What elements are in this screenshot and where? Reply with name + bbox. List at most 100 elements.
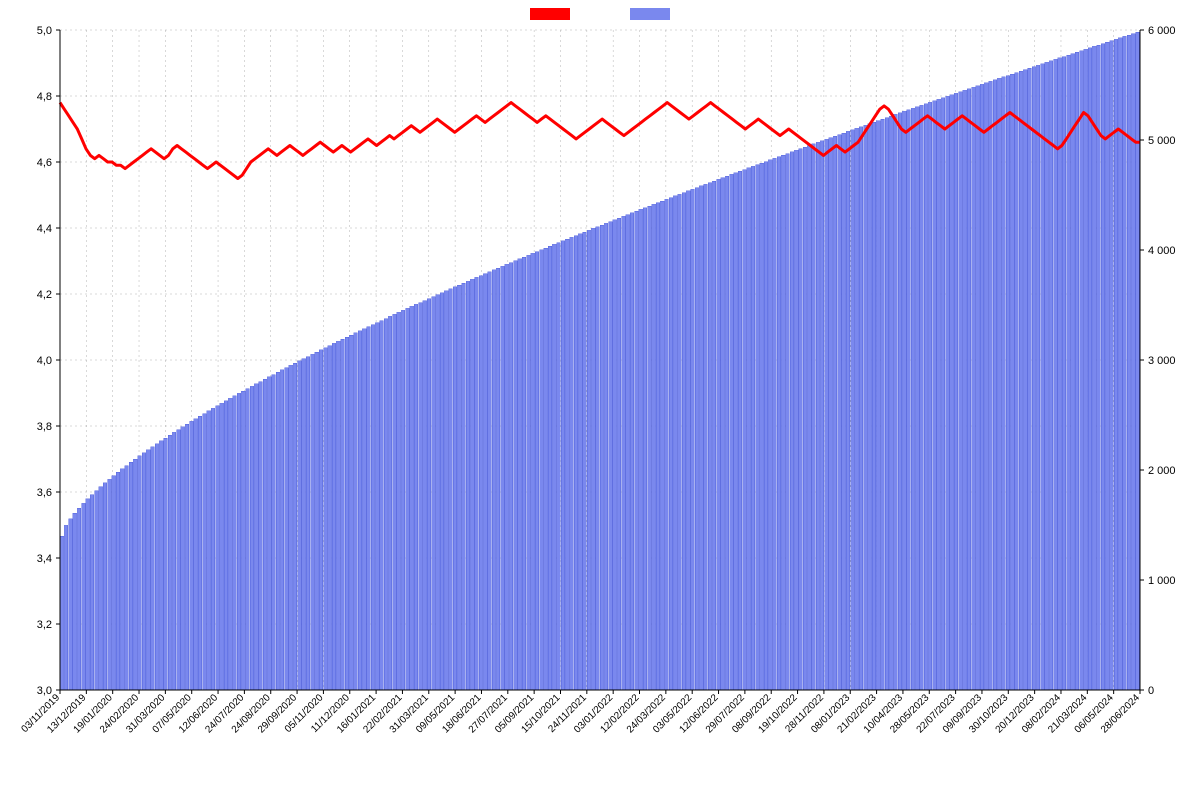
bar <box>216 406 220 690</box>
bar <box>116 472 120 690</box>
bar <box>963 90 967 690</box>
bar <box>1101 44 1105 690</box>
bar <box>876 121 880 690</box>
bar <box>73 513 77 690</box>
bar <box>345 337 349 690</box>
y-right-tick-label: 4 000 <box>1148 245 1176 257</box>
bar <box>626 215 630 690</box>
y-right-tick-label: 3 000 <box>1148 355 1176 367</box>
bar <box>855 128 859 690</box>
bar <box>207 411 211 690</box>
y-left-tick-label: 3,4 <box>37 553 52 565</box>
bar <box>1015 73 1019 690</box>
bar <box>397 312 401 690</box>
bar <box>591 228 595 690</box>
bar <box>574 236 578 690</box>
bar <box>1067 55 1071 690</box>
bar <box>1036 65 1040 690</box>
bar <box>617 218 621 690</box>
bar <box>341 339 345 690</box>
bar <box>475 277 479 690</box>
bar <box>1097 45 1101 690</box>
bar <box>527 255 531 690</box>
bar <box>600 225 604 690</box>
bar <box>444 291 448 690</box>
bar <box>522 257 526 690</box>
bar <box>786 154 790 691</box>
bar <box>457 285 461 690</box>
bar <box>505 264 509 690</box>
bar <box>941 98 945 690</box>
y-left-tick-label: 4,4 <box>37 223 52 235</box>
bar <box>280 370 284 690</box>
bar <box>449 289 453 690</box>
bar <box>1049 61 1053 690</box>
bar <box>695 188 699 690</box>
bar <box>587 230 591 690</box>
bar <box>220 403 224 690</box>
bar <box>816 142 820 690</box>
bar <box>756 165 760 690</box>
bar <box>393 314 397 690</box>
bar <box>937 99 941 690</box>
bar <box>1080 51 1084 690</box>
bar <box>1028 68 1032 690</box>
bar <box>488 272 492 690</box>
bar <box>976 86 980 690</box>
bar <box>596 227 600 690</box>
bar <box>1058 58 1062 690</box>
bar <box>436 295 440 690</box>
bar <box>734 173 738 690</box>
y-left-tick-label: 3,6 <box>37 487 52 499</box>
y-right-tick-label: 0 <box>1148 685 1154 697</box>
bar <box>293 363 297 690</box>
bar <box>682 193 686 690</box>
bar <box>419 303 423 690</box>
bar <box>725 176 729 690</box>
bar <box>691 189 695 690</box>
bar <box>980 84 984 690</box>
bar <box>548 246 552 690</box>
bar <box>155 444 159 690</box>
bar <box>699 186 703 690</box>
bar <box>838 135 842 690</box>
bar <box>907 110 911 690</box>
bar <box>263 379 267 690</box>
bar <box>198 416 202 690</box>
bar <box>358 331 362 690</box>
bar <box>565 239 569 690</box>
bar <box>712 181 716 690</box>
bar <box>717 179 721 690</box>
bar <box>622 216 626 690</box>
bar <box>319 350 323 690</box>
bar <box>721 178 725 690</box>
bar <box>790 152 794 690</box>
bar <box>609 222 613 690</box>
y-right-tick-label: 2 000 <box>1148 465 1176 477</box>
bar <box>902 111 906 690</box>
y-left-tick-label: 3,0 <box>37 685 52 697</box>
bar <box>993 80 997 690</box>
bar <box>604 223 608 690</box>
bar <box>250 386 254 690</box>
bar <box>889 116 893 690</box>
bar <box>1131 34 1135 690</box>
bar <box>648 206 652 690</box>
bar <box>781 155 785 690</box>
bar <box>440 293 444 690</box>
bar <box>885 118 889 690</box>
bar <box>103 483 107 690</box>
bar <box>1075 52 1079 690</box>
bar <box>972 87 976 690</box>
legend-swatch <box>530 8 570 20</box>
bar <box>181 427 185 690</box>
bar <box>272 375 276 690</box>
bar <box>799 149 803 690</box>
bar <box>228 398 232 690</box>
bar <box>146 450 150 690</box>
bar <box>583 232 587 690</box>
bar <box>1010 74 1014 690</box>
bar <box>820 141 824 690</box>
bar <box>552 244 556 690</box>
bar <box>864 125 868 690</box>
